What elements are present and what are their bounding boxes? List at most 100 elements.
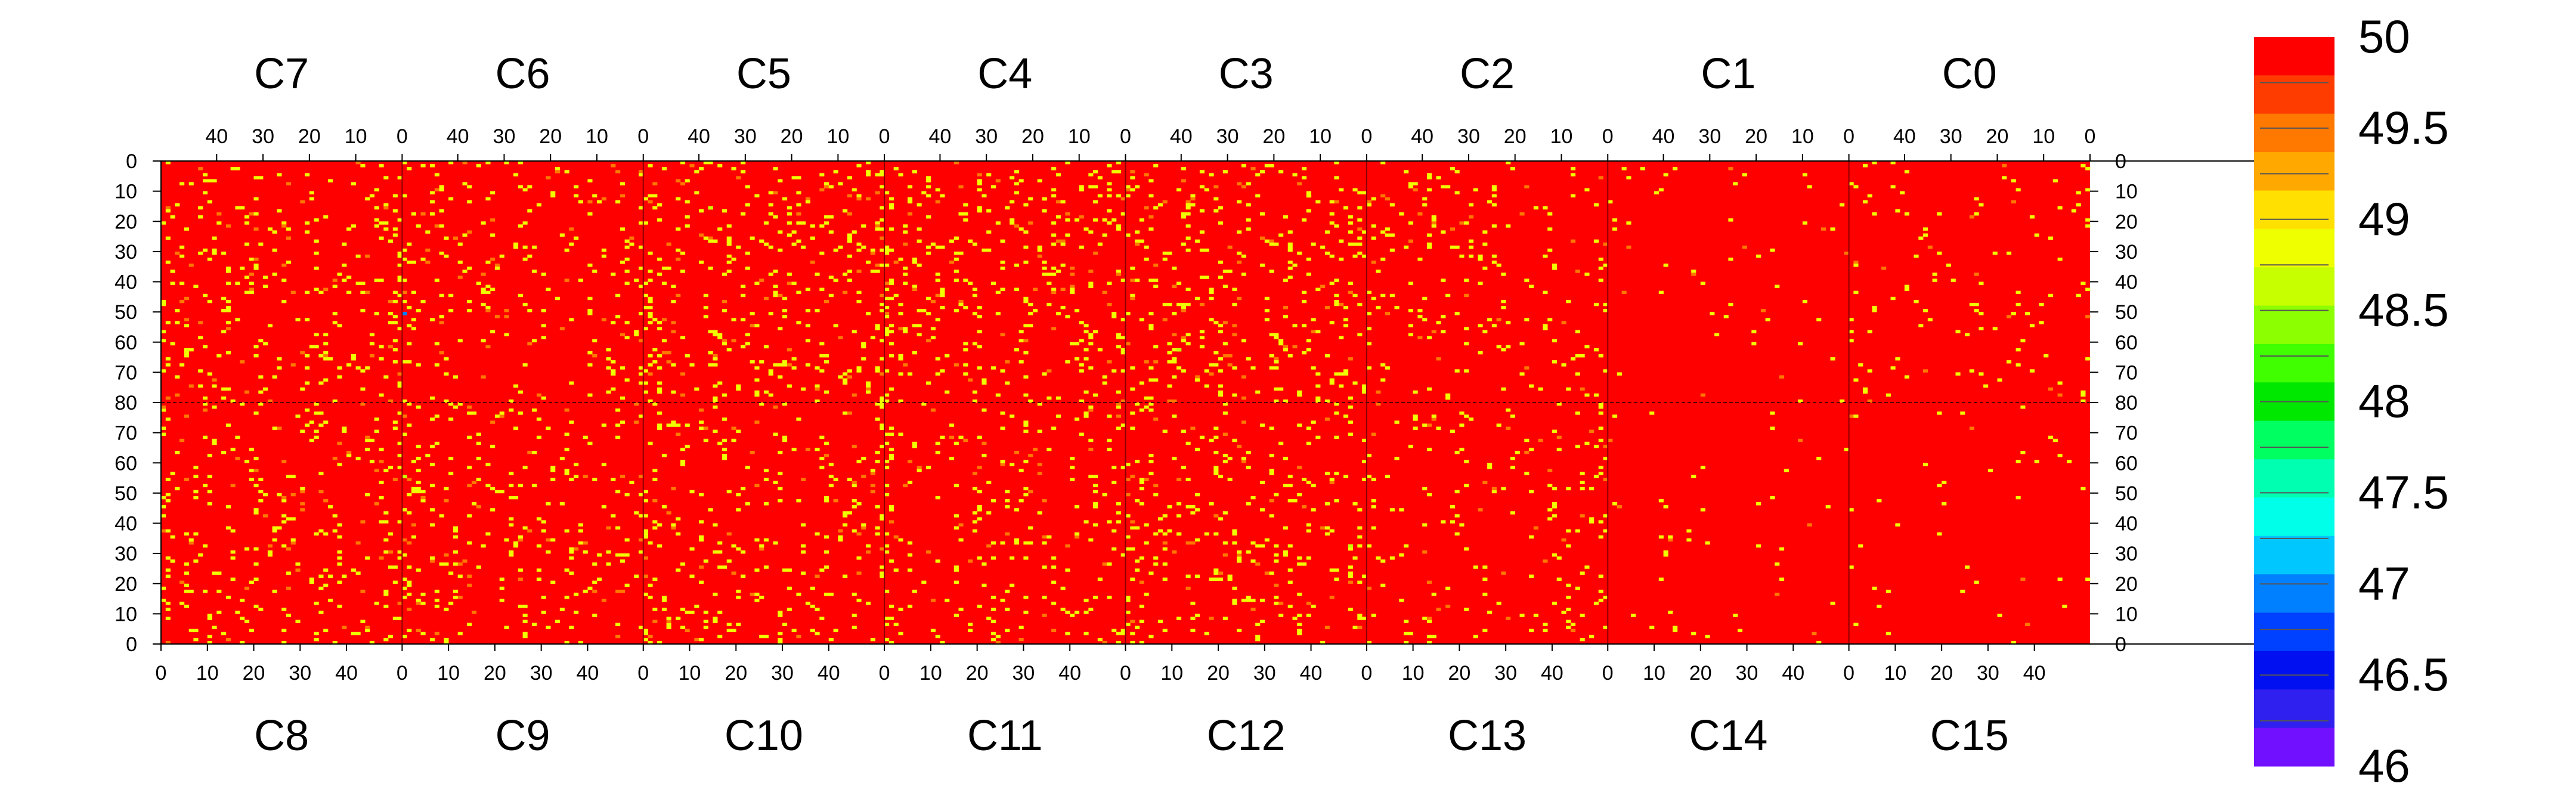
heatmap-cell (198, 369, 203, 373)
heatmap-cell (1139, 218, 1144, 222)
heatmap-cell (1283, 553, 1288, 557)
heatmap-cell (1083, 414, 1089, 418)
heatmap-cell (1496, 318, 1501, 321)
heatmap-cell (2085, 357, 2091, 361)
heatmap-cell (397, 254, 402, 258)
heatmap-cell (374, 278, 379, 282)
heatmap-cell (1598, 354, 1603, 358)
heatmap-cell (1028, 197, 1033, 201)
heatmap-cell (351, 182, 356, 185)
heatmap-cell (1603, 626, 1608, 629)
heatmap-cell (1626, 221, 1631, 225)
heatmap-cell (193, 628, 199, 633)
heatmap-cell (295, 562, 301, 566)
heatmap-cell (392, 426, 398, 430)
heatmap-cell (1000, 463, 1005, 466)
heatmap-cell (1979, 327, 1984, 330)
heatmap-cell (917, 239, 922, 243)
heatmap-cell (383, 538, 389, 542)
heatmap-cell (935, 372, 940, 376)
heatmap-cell (434, 173, 439, 177)
heatmap-cell (1014, 264, 1019, 267)
heatmap-cell (1431, 592, 1436, 596)
heatmap-cell (1571, 623, 1576, 626)
heatmap-cell (1144, 245, 1149, 249)
heatmap-cell (1575, 330, 1580, 333)
heatmap-cell (1779, 547, 1785, 551)
heatmap-cell (888, 559, 894, 563)
heatmap-cell (953, 278, 959, 282)
heatmap-cell (1547, 248, 1553, 252)
heatmap-cell (935, 318, 940, 321)
heatmap-cell (1274, 553, 1279, 557)
heatmap-cell (601, 463, 606, 466)
heatmap-cell (1357, 191, 1363, 194)
heatmap-cell (1413, 414, 1418, 418)
heatmap-cell (866, 197, 871, 201)
heatmap-cell (726, 236, 732, 240)
heatmap-cell (1130, 296, 1135, 301)
heatmap-cell (1111, 315, 1117, 318)
heatmap-cell (745, 466, 750, 469)
heatmap-cell (972, 472, 977, 475)
heatmap-cell (1807, 523, 1812, 527)
heatmap-cell (1348, 547, 1353, 551)
heatmap-cell (225, 299, 231, 304)
heatmap-cell (685, 628, 690, 633)
heatmap-cell (736, 589, 741, 593)
heatmap-cell (1603, 309, 1608, 312)
heatmap-cell (1153, 562, 1159, 566)
heatmap-cell (1065, 611, 1070, 614)
heatmap-cell (648, 315, 653, 318)
heatmap-cell (680, 626, 686, 629)
heatmap-cell (731, 571, 736, 575)
heatmap-cell (1362, 230, 1367, 234)
bottom-tick-label: 40 (335, 662, 358, 685)
heatmap-cell (708, 267, 713, 270)
heatmap-cell (407, 423, 412, 427)
heatmap-cell (1311, 420, 1316, 424)
heatmap-cell (522, 631, 528, 636)
heatmap-cell (439, 293, 444, 298)
heatmap-cell (1162, 258, 1168, 261)
heatmap-cell (1287, 248, 1293, 252)
heatmap-cell (1904, 375, 1909, 379)
heatmap-cell (165, 261, 171, 264)
heatmap-cell (1222, 454, 1228, 457)
right-tick-label: 20 (2115, 573, 2138, 596)
heatmap-cell (1144, 173, 1149, 177)
heatmap-cell (1097, 637, 1103, 642)
heatmap-cell (1510, 511, 1515, 515)
heatmap-cell (1482, 592, 1488, 596)
heatmap-cell (290, 538, 296, 542)
heatmap-cell (787, 273, 792, 276)
heatmap-cell (179, 182, 185, 185)
heatmap-cell (1195, 493, 1200, 497)
heatmap-cell (430, 556, 435, 560)
heatmap-cell (411, 523, 416, 527)
heatmap-cell (1213, 185, 1219, 188)
heatmap-cell (768, 245, 773, 249)
heatmap-cell (541, 309, 546, 312)
heatmap-cell (175, 309, 180, 312)
heatmap-cell (1218, 261, 1224, 264)
heatmap-cell (1153, 206, 1159, 210)
heatmap-cell (1422, 550, 1428, 554)
heatmap-cell (1037, 472, 1042, 475)
heatmap-cell (536, 517, 541, 521)
heatmap-cell (1139, 381, 1144, 385)
heatmap-cell (852, 614, 857, 617)
heatmap-cell (1575, 586, 1580, 590)
heatmap-cell (903, 224, 908, 228)
heatmap-cell (819, 369, 825, 373)
heatmap-cell (1260, 481, 1265, 484)
heatmap-cell (1422, 487, 1428, 491)
left-tick-label: 20 (114, 210, 137, 233)
heatmap-cell (277, 493, 282, 497)
heatmap-cell (1663, 264, 1668, 267)
heatmap-cell (953, 309, 959, 312)
heatmap-cell (773, 541, 778, 545)
heatmap-cell (1380, 161, 1386, 165)
heatmap-cell (407, 261, 412, 264)
heatmap-cell (680, 608, 686, 611)
